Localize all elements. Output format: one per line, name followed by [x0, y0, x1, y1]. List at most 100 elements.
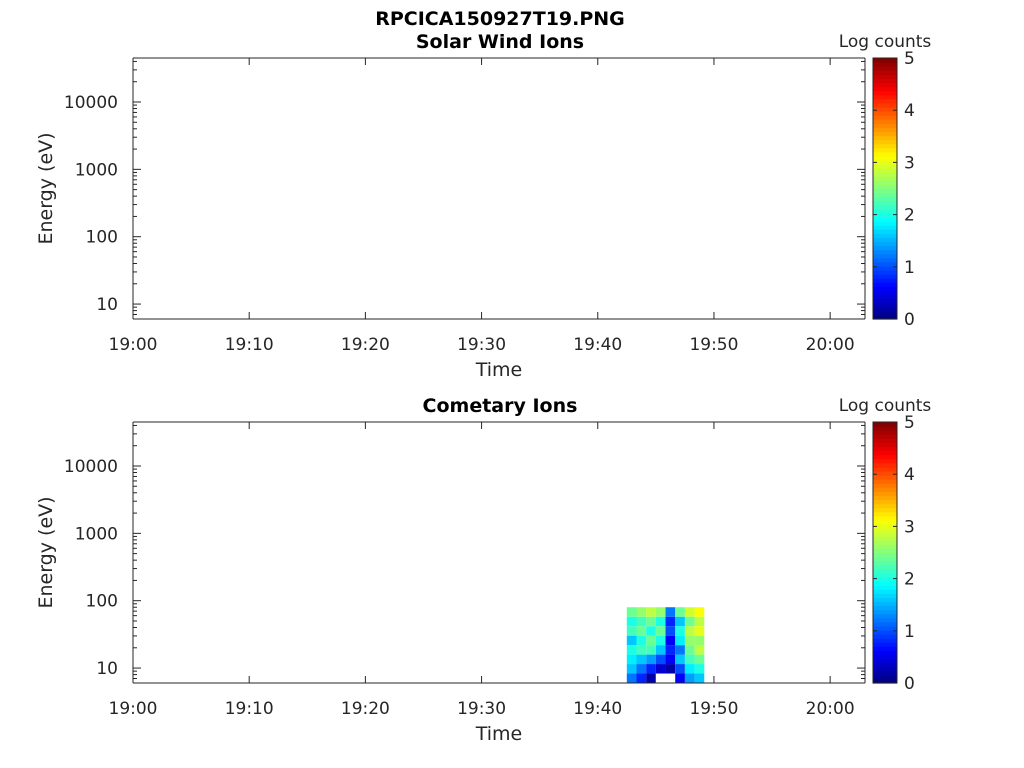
- colorbar-segment: [873, 204, 897, 210]
- colorbar-segment: [873, 221, 897, 226]
- colorbar-segment: [873, 86, 897, 92]
- colorbar-segment: [873, 609, 897, 615]
- heatmap-cell: [655, 664, 666, 674]
- heatmap-cell: [684, 654, 695, 665]
- colorbar-tick-label: 4: [904, 465, 915, 485]
- colorbar-segment: [873, 237, 897, 243]
- colorbar-segment: [873, 180, 897, 186]
- colorbar-segment: [873, 306, 897, 312]
- heatmap-cells: [626, 607, 705, 683]
- colorbar-segment: [873, 147, 897, 153]
- colorbar-segment: [873, 172, 897, 177]
- colorbar-tick-label: 2: [904, 570, 915, 590]
- colorbar-segment: [873, 135, 897, 141]
- heatmap-cell: [626, 664, 637, 674]
- colorbar-segment: [873, 217, 897, 222]
- x-tick-label: 19:30: [457, 335, 506, 355]
- colorbar-segment: [873, 115, 897, 120]
- heatmap-cell: [694, 607, 705, 617]
- heatmap-cell: [646, 607, 656, 617]
- heatmap-cell: [655, 607, 666, 617]
- x-tick-label: 20:00: [806, 699, 855, 719]
- colorbar-segment: [873, 78, 897, 84]
- panel-1: 19:00 19:10 19:20 19:30 19:40 19:50 20:0010100…: [35, 31, 931, 381]
- heatmap-cell: [675, 635, 685, 646]
- colorbar-segment: [873, 548, 897, 554]
- colorbar-segment: [873, 568, 897, 574]
- colorbar-segment: [873, 528, 897, 533]
- colorbar-segment: [873, 605, 897, 611]
- y-tick-label: 1000: [75, 160, 118, 180]
- heatmap-cell: [655, 635, 666, 646]
- heatmap-cell: [636, 673, 647, 683]
- heatmap-cell: [646, 654, 656, 665]
- colorbar-segment: [873, 82, 897, 88]
- colorbar-segment: [873, 159, 897, 165]
- heatmap-cell: [684, 616, 695, 627]
- colorbar-segment: [873, 487, 897, 492]
- y-tick-label: 100: [86, 592, 118, 612]
- colorbar-segment: [873, 589, 897, 594]
- heatmap-cell: [675, 664, 685, 674]
- colorbar-segment: [873, 678, 897, 684]
- heatmap-cell: [675, 645, 685, 655]
- x-tick-label: 19:00: [109, 699, 158, 719]
- heatmap-cell: [684, 626, 695, 636]
- heatmap-cell: [646, 626, 656, 636]
- colorbar-segment: [873, 151, 897, 157]
- colorbar-tick-label: 3: [904, 153, 915, 173]
- colorbar-label: Log counts: [839, 32, 932, 52]
- heatmap-cell: [665, 607, 676, 617]
- colorbar-segment: [873, 127, 897, 133]
- heatmap-cell: [655, 654, 666, 665]
- heatmap-cell: [636, 616, 647, 627]
- heatmap-cell: [626, 654, 637, 665]
- colorbar-segment: [873, 176, 897, 181]
- plot-area: [133, 58, 865, 319]
- colorbar-segment: [873, 617, 897, 623]
- x-tick-label: 19:40: [573, 699, 622, 719]
- colorbar-segment: [873, 265, 897, 271]
- heatmap-cell: [694, 664, 705, 674]
- colorbar-tick-label: 5: [904, 413, 915, 433]
- colorbar-segment: [873, 302, 897, 308]
- colorbar-segment: [873, 58, 897, 63]
- heatmap-cell: [684, 673, 695, 683]
- colorbar-segment: [873, 475, 897, 480]
- colorbar-segment: [873, 642, 897, 647]
- heatmap-cell: [626, 673, 637, 683]
- colorbar-segment: [873, 564, 897, 570]
- colorbar-segment: [873, 511, 897, 517]
- colorbar-segment: [873, 94, 897, 100]
- colorbar-segment: [873, 314, 897, 320]
- colorbar-segment: [873, 536, 897, 541]
- colorbar-segment: [873, 515, 897, 521]
- x-tick-label: 19:50: [689, 335, 738, 355]
- colorbar-segment: [873, 442, 897, 448]
- heatmap-cell: [626, 635, 637, 646]
- panel-title: Solar Wind Ions: [416, 31, 584, 53]
- colorbar-segment: [873, 168, 897, 173]
- colorbar-segment: [873, 249, 897, 255]
- colorbar-tick-label: 1: [904, 258, 915, 278]
- colorbar-segment: [873, 625, 897, 631]
- colorbar-segment: [873, 576, 897, 582]
- x-tick-label: 19:20: [341, 335, 390, 355]
- colorbar-segment: [873, 450, 897, 456]
- heatmap-cell: [665, 664, 676, 674]
- colorbar-segment: [873, 123, 897, 128]
- colorbar-segment: [873, 184, 897, 190]
- colorbar-segment: [873, 298, 897, 304]
- colorbar-segment: [873, 422, 897, 427]
- colorbar-segment: [873, 131, 897, 137]
- heatmap-cell: [636, 626, 647, 636]
- colorbar-segment: [873, 310, 897, 316]
- heatmap-cell: [665, 635, 676, 646]
- colorbar-segment: [873, 434, 897, 439]
- colorbar-segment: [873, 544, 897, 550]
- colorbar-segment: [873, 282, 897, 287]
- heatmap-cell: [665, 673, 676, 683]
- colorbar-segment: [873, 503, 897, 509]
- heatmap-cell: [646, 664, 656, 674]
- colorbar-segment: [873, 111, 897, 116]
